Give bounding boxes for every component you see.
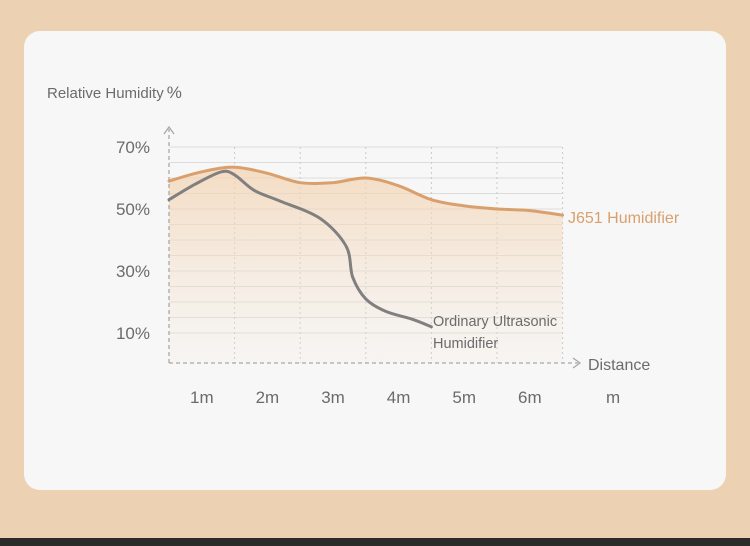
bottom-strip (0, 538, 750, 546)
series-label-ordinary-line2: Humidifier (433, 336, 498, 352)
y-axis-arrow-icon (163, 125, 175, 135)
j651-area-fill (169, 167, 563, 363)
y-tick-label: 10% (116, 324, 150, 343)
axes (163, 125, 582, 369)
x-tick-label: 1m (190, 388, 214, 407)
x-tick-label: 6m (518, 388, 542, 407)
series-label-j651: J651 Humidifier (568, 210, 680, 227)
x-axis-arrow-icon (572, 357, 582, 369)
x-axis-unit: m (606, 388, 620, 407)
x-tick-label: 4m (387, 388, 411, 407)
x-tick-label: 3m (321, 388, 345, 407)
x-tick-label: 5m (452, 388, 476, 407)
x-tick-labels: 1m 2m 3m 4m 5m 6m (190, 388, 542, 407)
y-tick-label: 70% (116, 138, 150, 157)
series-line-j651 (167, 165, 565, 217)
y-axis-label: Relative Humidity% (47, 83, 182, 102)
x-axis-label: Distance (588, 357, 650, 374)
y-tick-label: 30% (116, 262, 150, 281)
series-line-ordinary (167, 169, 433, 329)
y-tick-labels: 10% 30% 50% 70% (116, 138, 150, 343)
series-label-ordinary-line1: Ordinary Ultrasonic (433, 314, 557, 330)
y-tick-label: 50% (116, 200, 150, 219)
x-tick-label: 2m (256, 388, 280, 407)
